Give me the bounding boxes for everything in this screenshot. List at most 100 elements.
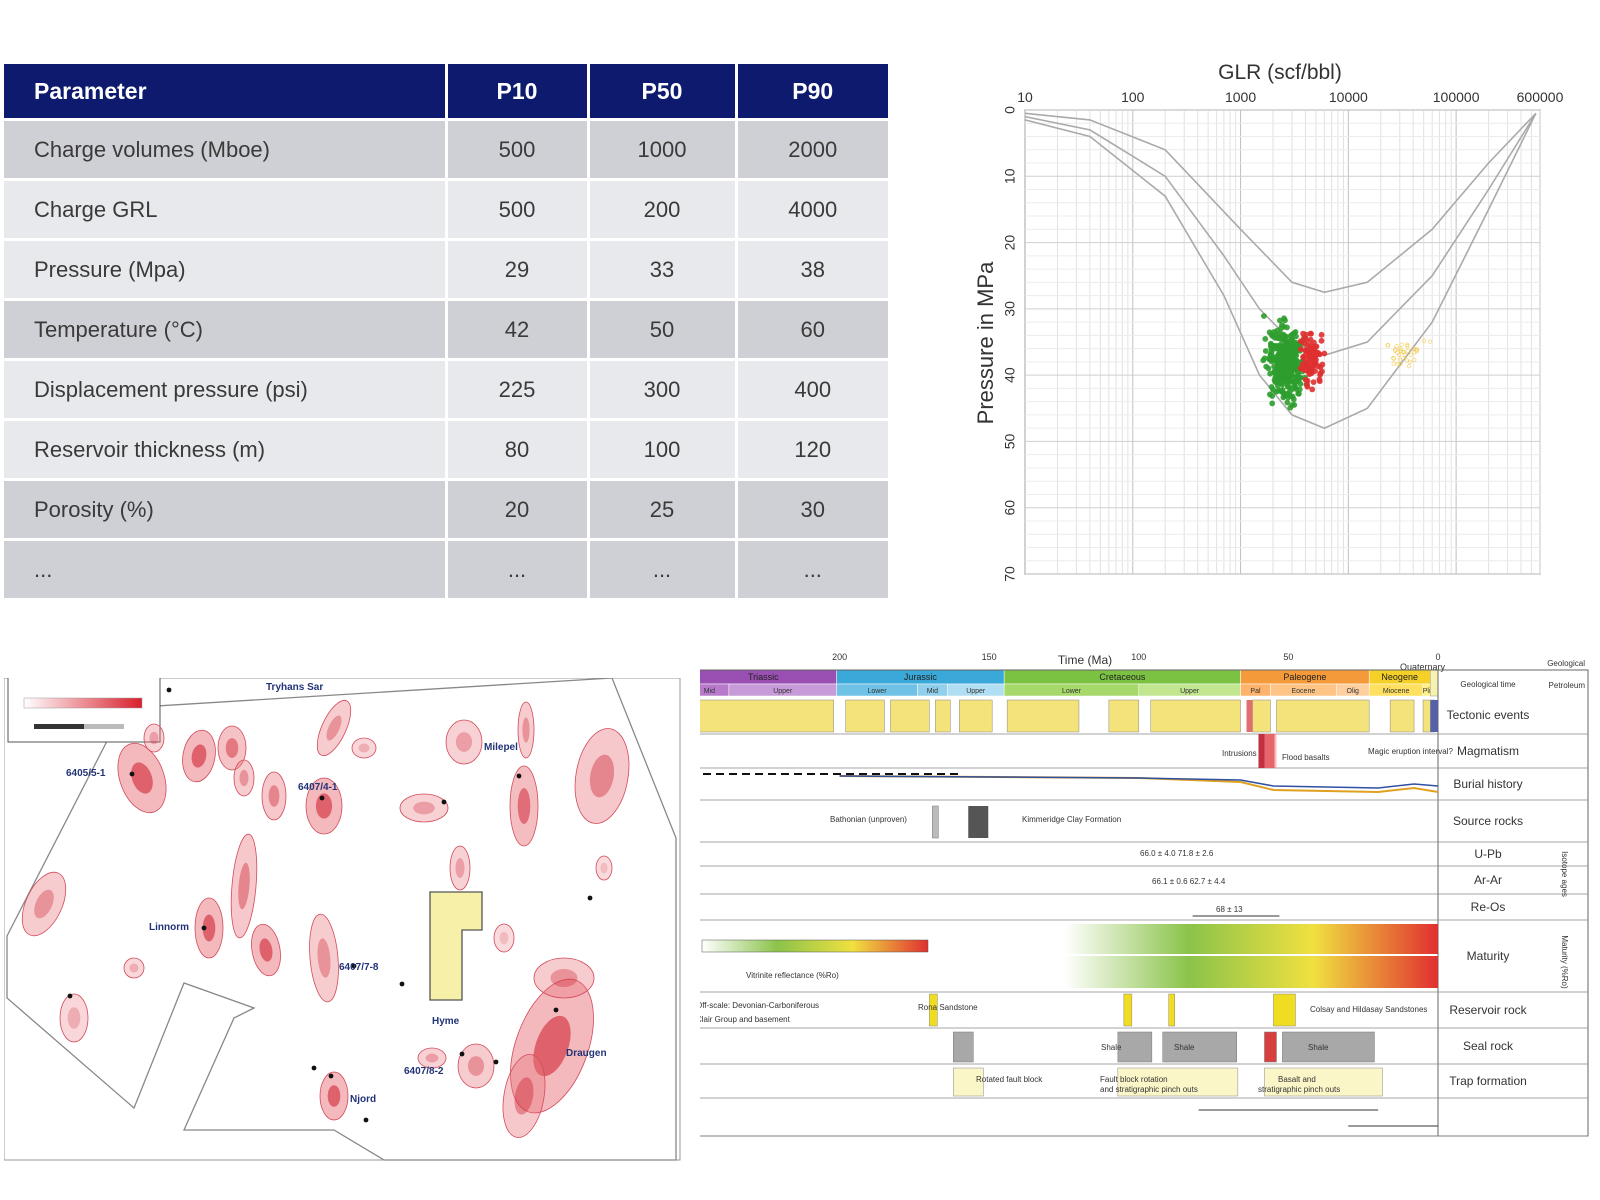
point-yellow: [1404, 358, 1410, 363]
sub-period-label: Mid: [927, 688, 938, 695]
point-yellow: [1402, 352, 1407, 357]
y-tick-labels: 0 10 20 30 40 50 60 70: [1002, 106, 1018, 582]
accumulation-core: [514, 1077, 534, 1115]
quaternary-label: Quaternary: [1400, 662, 1446, 672]
point-green: [1260, 313, 1267, 319]
table-row: Porosity (%) 20 25 30: [4, 478, 888, 540]
point-green: [1263, 363, 1270, 370]
point-red: [1313, 356, 1319, 363]
row-value: 400: [734, 358, 888, 420]
side-label-maturity: Maturity (%Ro): [1560, 935, 1569, 989]
envelope-curve: [1024, 112, 1537, 294]
point-yellow: [1398, 346, 1403, 352]
sub-period-label: Lower: [1062, 688, 1082, 695]
accumulation-blob: [457, 1043, 495, 1089]
sub-period-label: Mid: [704, 688, 715, 695]
accumulation-core: [225, 738, 239, 758]
envelope-curve: [1024, 112, 1537, 430]
row-value: 2000: [734, 118, 888, 180]
accumulation-core: [499, 931, 509, 945]
row-value: 42: [444, 298, 588, 360]
row-value: 4000: [734, 178, 888, 240]
source-kimmeridge: [968, 806, 989, 838]
table-row: Charge GRL 500 200 4000: [4, 178, 888, 240]
note-arar: 66.1 ± 0.6 62.7 ± 4.4: [1152, 877, 1226, 886]
table-row: Temperature (°C) 42 50 60: [4, 298, 888, 360]
accumulation-core: [149, 731, 159, 745]
row-content: [700, 699, 1439, 1127]
table-body: Charge volumes (Mboe) 500 1000 2000 Charge G…: [4, 118, 888, 598]
accumulation-blob: [533, 957, 595, 999]
point-red: [1321, 350, 1328, 357]
accumulation-blob: [502, 1054, 546, 1138]
row-title: Re-Os: [1471, 900, 1506, 914]
x-axis-label: GLR (scf/bbl): [1218, 61, 1342, 84]
time-tick-150: 150: [982, 652, 997, 662]
well-marker: [129, 771, 135, 777]
point-green: [1287, 370, 1294, 377]
point-green: [1294, 369, 1301, 375]
seal-block: [1264, 1031, 1277, 1063]
point-green: [1262, 335, 1269, 342]
scatter-points: [1260, 313, 1433, 411]
point-green: [1284, 390, 1291, 397]
note-rotated: Rotated fault block: [976, 1075, 1043, 1084]
x-tick-10: 10: [1017, 89, 1033, 105]
y-tick-0: 0: [1002, 106, 1018, 114]
note-colsay: Colsay and Hildasay Sandstones: [1310, 1005, 1427, 1014]
accumulation-core: [326, 715, 342, 741]
accumulation-blob: [449, 845, 471, 891]
note-basalt: Basalt and: [1278, 1075, 1316, 1084]
accumulation-blob: [517, 701, 535, 759]
row-value: 300: [586, 358, 736, 420]
point-yellow: [1412, 357, 1417, 363]
point-green: [1283, 366, 1290, 372]
well-marker: [363, 1117, 369, 1123]
row-value: 33: [586, 238, 736, 300]
row-label: Reservoir thickness (m): [4, 418, 446, 480]
point-red: [1300, 330, 1306, 337]
point-green: [1279, 350, 1286, 357]
legend-box: [7, 678, 161, 743]
period-bar: Triassic Jurassic Cretaceous Paleogene Neoge…: [700, 669, 1431, 685]
accumulation-core: [268, 785, 280, 807]
reservoir-block: [1273, 993, 1296, 1027]
accumulation-core: [131, 762, 153, 794]
trap-block: [1264, 1067, 1383, 1097]
point-green: [1284, 324, 1290, 331]
accumulation-blob: [316, 699, 352, 757]
label-njord: Njord: [350, 1094, 376, 1105]
maturity-band-1: [1064, 924, 1438, 954]
point-green: [1286, 338, 1293, 345]
burial-curve-blue: [839, 775, 1439, 789]
point-green: [1277, 361, 1284, 368]
note-upb: 66.0 ± 4.0 71.8 ± 2.6: [1140, 849, 1214, 858]
row-title: Maturity: [1467, 949, 1510, 963]
label-tryhans: Tryhans Sar: [266, 682, 323, 693]
reservoir-block: [1168, 993, 1175, 1027]
point-red: [1317, 371, 1323, 378]
time-tick-200: 200: [832, 652, 847, 662]
point-red: [1318, 337, 1325, 344]
note-magic: Magic eruption interval?: [1368, 747, 1453, 756]
tectonic-block: [959, 699, 993, 733]
sub-period-label: Upper: [773, 688, 793, 695]
accumulation-core: [550, 969, 578, 987]
accumulation-core: [239, 769, 249, 787]
accumulation-core: [467, 1056, 485, 1076]
label-draugen: Draugen: [566, 1048, 607, 1059]
point-green: [1262, 348, 1269, 354]
accumulation-blob: [143, 723, 165, 753]
well-marker: [553, 1007, 559, 1013]
row-title: Reservoir rock: [1449, 1003, 1527, 1017]
note-offscale: Off-scale: Devonian-Carboniferous: [700, 1001, 819, 1010]
row-value: 30: [734, 478, 888, 540]
time-axis-label: Time (Ma): [1058, 653, 1112, 667]
well-marker: [351, 963, 357, 969]
point-red: [1311, 344, 1318, 351]
point-green: [1268, 332, 1275, 338]
point-red: [1309, 363, 1316, 370]
point-green: [1287, 351, 1294, 358]
accumulation-blob: [445, 719, 483, 765]
sub-period-bar: Mid Upper Lower Mid Upper Lower Upper Pal Eocene…: [700, 669, 1439, 697]
